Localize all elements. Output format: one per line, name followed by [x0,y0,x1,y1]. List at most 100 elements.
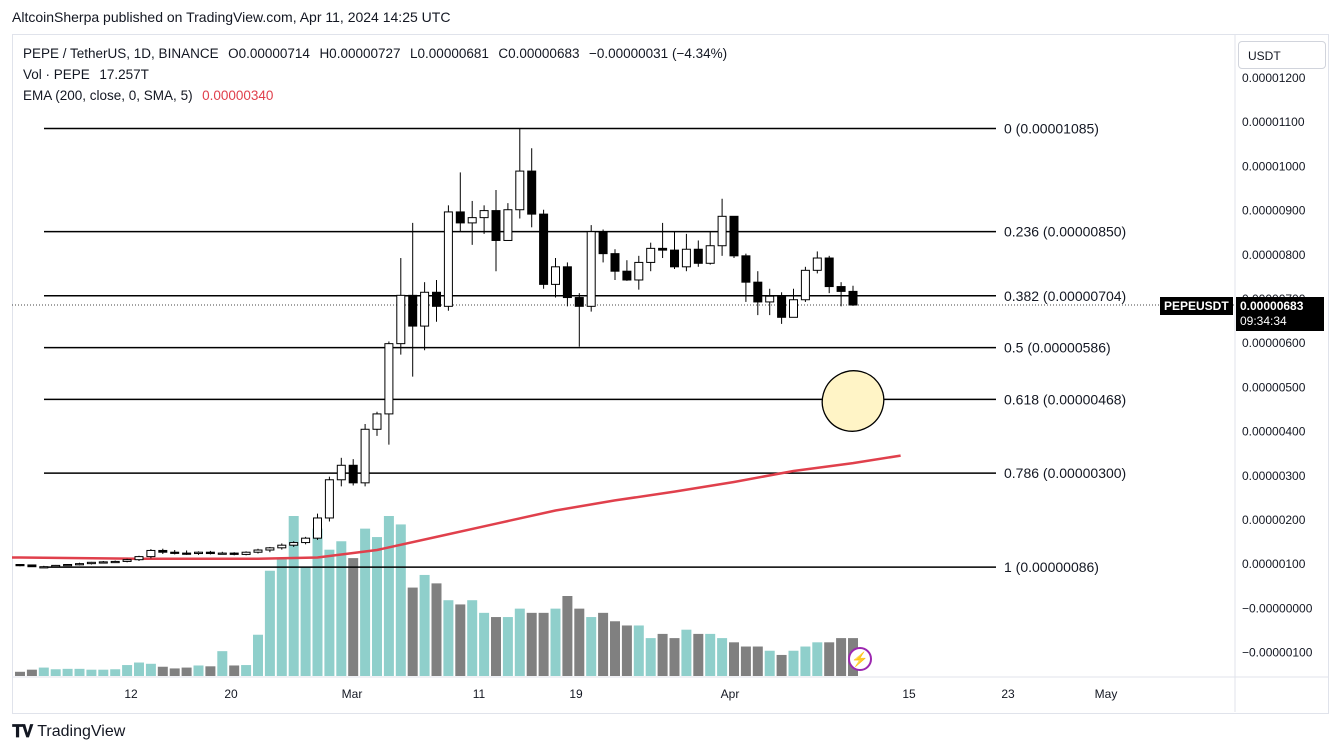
volume-bar [324,549,335,676]
candle-body [503,209,513,241]
volume-bar [253,634,263,676]
candle-body [527,170,537,215]
candle-body [777,295,787,318]
y-tick-label: 0.00000400 [1242,425,1306,439]
candle-body [681,248,691,268]
legend-ema-label: EMA (200, close, 0, SMA, 5) [23,88,193,103]
volume-bar [122,665,133,676]
legend-high: H0.00000727 [319,46,401,61]
volume-bar [491,617,501,676]
volume-bar [229,665,240,676]
volume-bar [383,516,394,676]
volume-bar [514,608,525,676]
candle-body [551,266,560,285]
candle-body [27,564,37,568]
legend-vol-label: Vol · PEPE [23,67,90,82]
legend-ema-value: 0.00000340 [202,88,274,103]
fib-level-label: 0.236 (0.00000850) [1004,224,1126,240]
candle-body [122,559,132,562]
footer-brand[interactable]: 𝐓𝐕 TradingView [12,722,125,742]
candle-body [812,257,822,271]
x-tick-label: 12 [124,687,138,701]
volume-bar [621,625,632,676]
candle-body [467,217,477,224]
lightning-icon[interactable]: ⚡ [848,647,872,671]
volume-bar [502,617,513,676]
volume-bar [669,638,680,676]
candle-body [86,561,96,565]
volume-bar [50,669,61,676]
volume-bar [241,665,252,676]
legend-open: O0.00000714 [228,46,310,61]
candle-body [360,428,370,484]
candle-body [39,566,49,569]
ema-line [12,454,901,561]
y-tick-label: 0.00001200 [1242,71,1306,85]
candle-body [515,170,525,211]
candle-body [51,564,61,568]
y-tick-label: 0.00000300 [1242,469,1306,483]
candle-body [443,211,453,307]
volume-bar [205,666,216,676]
candle-body [705,245,715,264]
volume-bar [610,621,620,676]
legend-vol-value: 17.257T [99,67,149,82]
volume-bar [312,528,323,676]
candle-body [622,270,632,281]
candle-body [491,210,501,241]
candle-body [408,294,418,327]
candle-body [241,551,251,555]
y-tick-label: 0.00001000 [1242,159,1306,173]
volume-bar [193,665,204,676]
highlight-ellipse [821,370,885,432]
candle-body [75,563,84,566]
legend-ohlc-row: PEPE / TetherUS, 1D, BINANCE O0.00000714… [23,46,729,61]
y-tick-label: −0.00000000 [1242,601,1313,615]
candle-body [170,551,180,554]
x-tick-label: 20 [224,687,238,701]
candle-body [384,343,394,415]
volume-bar [300,566,311,676]
legend-symbol: PEPE / TetherUS, 1D, BINANCE [23,46,219,61]
volume-bar [264,570,275,676]
y-tick-label: −0.00000100 [1242,646,1313,660]
candle-body [217,552,227,555]
x-tick-label: 15 [902,687,916,701]
fib-level-label: 0 (0.00001085) [1004,120,1099,136]
x-tick-label: May [1095,687,1118,701]
candle-body [146,549,156,558]
fib-level-label: 0.786 (0.00000300) [1004,465,1126,481]
volume-bar [717,638,728,676]
currency-button[interactable]: USDT [1238,41,1326,69]
volume-bar [764,650,775,676]
candle-body [253,549,263,553]
volume-bar [776,654,787,676]
x-tick-label: Apr [721,687,740,701]
candle-body [479,210,489,219]
candle-body [789,299,798,318]
volume-bar [443,600,454,676]
publisher-line: AltcoinSherpa published on TradingView.c… [12,9,451,25]
volume-bar [788,650,799,676]
volume-bar [812,642,823,676]
candle-body [158,549,168,553]
chart-frame [12,34,1329,714]
y-tick-label: 0.00001100 [1242,115,1305,129]
volume-bar [657,633,668,676]
last-price-label: 0.00000683 09:34:34 [1236,297,1324,331]
x-tick-label: 19 [569,687,583,701]
y-tick-label: 0.00000100 [1242,557,1306,571]
candle-body [848,290,858,306]
volume-bar [360,528,371,676]
volume-bar [526,612,537,676]
volume-bar [276,558,287,676]
candle-body [634,261,644,281]
volume-bar [479,612,490,676]
volume-bar [74,668,85,676]
volume-bar [26,669,37,676]
volume-bar [836,638,847,676]
candle-body [729,215,739,257]
volume-bar [645,638,656,676]
candle-body [205,551,215,555]
